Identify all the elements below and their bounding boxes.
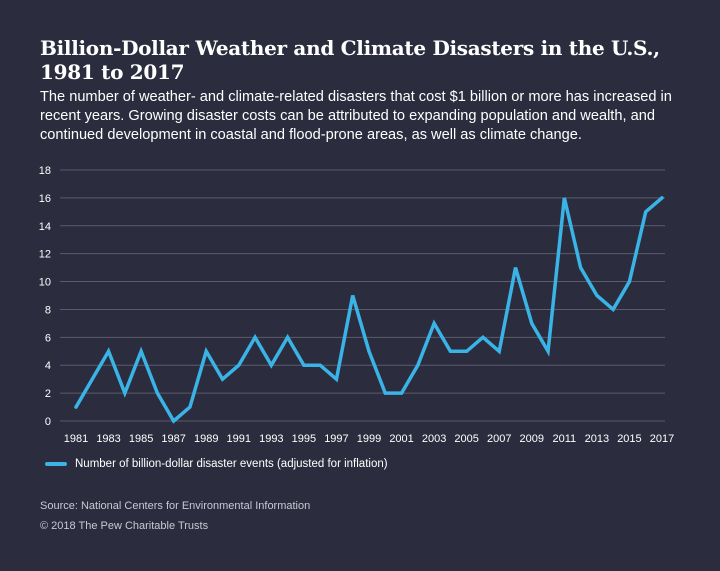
x-tick-label: 1999: [357, 433, 381, 445]
source-note: Source: National Centers for Environment…: [40, 500, 311, 512]
x-tick-label: 1989: [194, 433, 218, 445]
y-tick-label: 18: [39, 165, 51, 177]
x-tick-label: 2013: [585, 433, 609, 445]
x-tick-label: 2001: [389, 433, 413, 445]
y-tick-label: 4: [45, 360, 51, 372]
x-tick-label: 2005: [454, 433, 478, 445]
y-tick-label: 8: [45, 304, 51, 316]
x-tick-label: 2003: [422, 433, 446, 445]
x-tick-label: 1987: [161, 433, 185, 445]
y-tick-label: 10: [39, 277, 51, 289]
x-tick-label: 1997: [324, 433, 348, 445]
x-tick-label: 1985: [129, 433, 153, 445]
y-tick-label: 2: [45, 388, 51, 400]
y-tick-label: 6: [45, 332, 51, 344]
y-tick-label: 12: [39, 249, 51, 261]
chart-title: Billion-Dollar Weather and Climate Disas…: [40, 36, 700, 84]
x-tick-label: 2017: [650, 433, 674, 445]
title-line-2: 1981 to 2017: [40, 60, 185, 84]
legend-label: Number of billion-dollar disaster events…: [75, 458, 388, 470]
chart-subtitle: The number of weather- and climate-relat…: [40, 89, 672, 143]
x-tick-label: 2015: [617, 433, 641, 445]
x-tick-label: 1991: [227, 433, 251, 445]
legend-swatch: [45, 462, 67, 466]
chart-legend: Number of billion-dollar disaster events…: [45, 458, 388, 470]
x-tick-label: 1995: [292, 433, 316, 445]
x-tick-label: 1983: [96, 433, 120, 445]
x-tick-label: 2007: [487, 433, 511, 445]
y-tick-label: 0: [45, 416, 51, 428]
x-tick-label: 2009: [520, 433, 544, 445]
title-line-1: Billion-Dollar Weather and Climate Disas…: [40, 36, 660, 60]
x-tick-label: 1981: [64, 433, 88, 445]
x-tick-label: 2011: [553, 433, 577, 445]
copyright-note: © 2018 The Pew Charitable Trusts: [40, 520, 209, 532]
y-tick-label: 14: [39, 221, 51, 233]
y-tick-label: 16: [39, 193, 51, 205]
x-tick-label: 1993: [259, 433, 283, 445]
